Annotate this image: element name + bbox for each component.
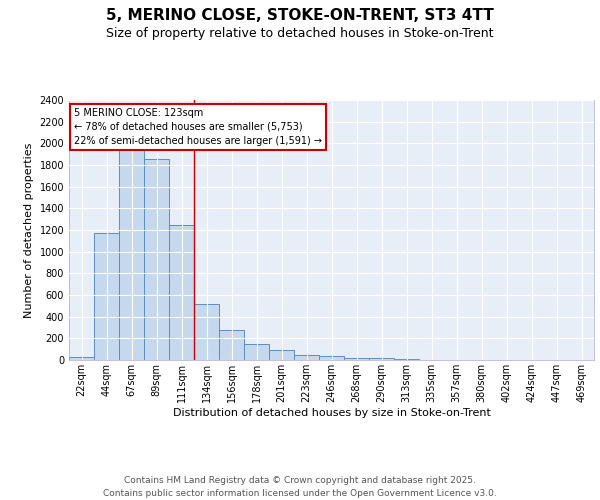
Text: Size of property relative to detached houses in Stoke-on-Trent: Size of property relative to detached ho… xyxy=(106,28,494,40)
Bar xyxy=(194,304,219,360)
Bar xyxy=(244,344,269,360)
Bar xyxy=(319,356,344,360)
Bar xyxy=(69,358,94,360)
Bar xyxy=(144,158,169,360)
Bar xyxy=(294,355,319,360)
Bar xyxy=(344,358,369,360)
Bar xyxy=(269,350,294,360)
Text: 5, MERINO CLOSE, STOKE-ON-TRENT, ST3 4TT: 5, MERINO CLOSE, STOKE-ON-TRENT, ST3 4TT xyxy=(106,8,494,22)
X-axis label: Distribution of detached houses by size in Stoke-on-Trent: Distribution of detached houses by size … xyxy=(173,408,490,418)
Text: Contains HM Land Registry data © Crown copyright and database right 2025.
Contai: Contains HM Land Registry data © Crown c… xyxy=(103,476,497,498)
Bar xyxy=(94,232,119,360)
Bar xyxy=(119,144,144,360)
Bar xyxy=(219,330,244,360)
Bar xyxy=(369,358,394,360)
Bar xyxy=(169,225,194,360)
Y-axis label: Number of detached properties: Number of detached properties xyxy=(24,142,34,318)
Text: 5 MERINO CLOSE: 123sqm
← 78% of detached houses are smaller (5,753)
22% of semi-: 5 MERINO CLOSE: 123sqm ← 78% of detached… xyxy=(74,108,322,146)
